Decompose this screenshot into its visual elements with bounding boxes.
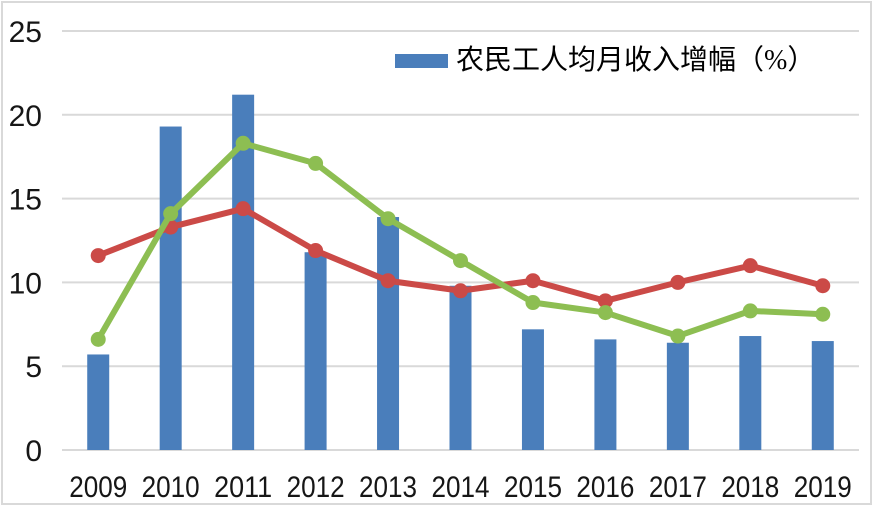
bar-2017 — [666, 342, 689, 450]
x-axis-label-2018: 2018 — [721, 471, 779, 504]
x-axis-label-2017: 2017 — [649, 471, 707, 504]
bar-2019 — [811, 341, 834, 450]
red-line-dot-2011 — [235, 201, 251, 217]
legend-swatch-bar-series — [395, 54, 448, 68]
legend: 农民工人均月收入增幅（%） — [395, 45, 815, 77]
green-line-dot-2011 — [235, 135, 251, 151]
green-line-dot-2013 — [380, 211, 396, 227]
red-line-dot-2013 — [380, 273, 396, 289]
green-line-dot-2015 — [525, 295, 541, 311]
bar-2011 — [232, 94, 255, 451]
y-axis-label-5: 5 — [25, 351, 42, 384]
x-axis-label-2019: 2019 — [794, 471, 852, 504]
red-line-dot-2015 — [525, 273, 541, 289]
bar-2010 — [159, 126, 182, 451]
x-axis-label-2009: 2009 — [69, 471, 127, 504]
green-line-dot-2009 — [90, 331, 106, 347]
x-axis-label-2014: 2014 — [432, 471, 490, 504]
y-axis-label-20: 20 — [9, 100, 42, 133]
bar-2018 — [739, 336, 762, 450]
y-axis-label-0: 0 — [25, 435, 42, 468]
green-line-dot-2017 — [670, 328, 686, 344]
red-line-dot-2016 — [597, 293, 613, 309]
green-line-dot-2012 — [308, 155, 324, 171]
y-axis-label-15: 15 — [9, 184, 42, 217]
red-line-dot-2012 — [308, 243, 324, 259]
green-line-dot-2010 — [163, 206, 179, 222]
green-line-dot-2019 — [815, 306, 831, 322]
green-line-dot-2014 — [453, 253, 468, 269]
bar-2012 — [304, 252, 327, 450]
red-line-dot-2014 — [453, 283, 468, 299]
x-axis-label-2013: 2013 — [359, 471, 417, 504]
red-line-dot-2018 — [742, 258, 758, 274]
bar-2013 — [377, 217, 400, 450]
x-axis-label-2016: 2016 — [576, 471, 634, 504]
bar-2014 — [449, 285, 472, 450]
x-axis-label-2010: 2010 — [142, 471, 200, 504]
red-line-dot-2017 — [670, 274, 686, 290]
y-axis-label-25: 25 — [9, 16, 42, 49]
x-axis-label-2011: 2011 — [214, 471, 272, 504]
bar-2015 — [521, 329, 544, 450]
bar-2009 — [87, 354, 110, 450]
legend-label: 农民工人均月收入增幅（%） — [456, 45, 816, 76]
x-axis-label-2012: 2012 — [287, 471, 345, 504]
green-line-dot-2018 — [742, 303, 758, 319]
x-axis-label-2015: 2015 — [504, 471, 562, 504]
red-line-dot-2019 — [815, 278, 831, 294]
y-axis-label-10: 10 — [9, 267, 42, 300]
bar-2016 — [594, 339, 617, 450]
green-line-dot-2016 — [597, 305, 613, 321]
red-line-dot-2009 — [90, 248, 106, 264]
